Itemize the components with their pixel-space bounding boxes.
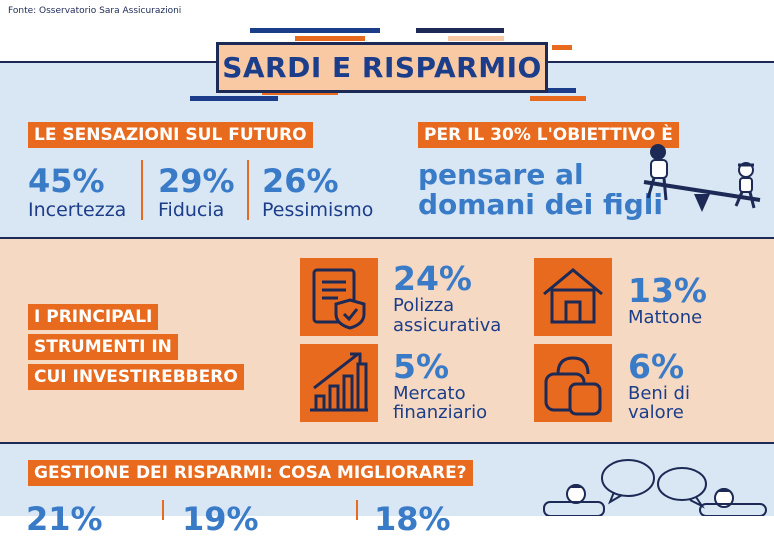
section-heading-savings: GESTIONE DEI RISPARMI: COSA MIGLIORARE? <box>28 460 473 486</box>
instrument-label: assicurativa <box>393 315 502 336</box>
seesaw-children-icon <box>643 144 761 212</box>
separator <box>141 160 143 220</box>
goal-phrase-line1: pensare al <box>418 158 584 191</box>
section-heading-instruments-3: CUI INVESTIREBBERO <box>28 364 244 390</box>
decor-stripe <box>540 88 576 93</box>
growth-chart-icon <box>300 344 378 422</box>
instrument-label: Mattone <box>628 307 703 328</box>
instrument-label: finanziario <box>393 402 488 423</box>
decor-stripe <box>295 36 365 41</box>
decor-stripe <box>416 28 504 33</box>
section-heading-goal: PER IL 30% L'OBIETTIVO È <box>418 122 679 148</box>
page-title: SARDI E RISPARMIO <box>216 42 548 93</box>
stat-percent-partial: 19% <box>182 500 259 538</box>
decor-stripe <box>250 28 380 33</box>
instrument-percent: 13% <box>628 271 707 310</box>
stat-percent-partial: 21% <box>26 500 103 538</box>
decor-stripe <box>552 45 572 50</box>
separator <box>162 500 164 520</box>
instrument-percent: 6% <box>628 347 685 386</box>
instrument-label: valore <box>628 402 684 423</box>
separator <box>247 160 249 220</box>
divider-bottom <box>0 442 774 444</box>
stat-percent: 26% <box>262 162 339 200</box>
stat-label: Incertezza <box>28 199 127 221</box>
bag-icon <box>534 344 612 422</box>
stat-percent: 45% <box>28 162 105 200</box>
insurance-document-icon <box>300 258 378 336</box>
separator <box>356 500 358 520</box>
conversation-people-icon <box>543 459 767 516</box>
instrument-percent: 5% <box>393 347 450 386</box>
goal-phrase-line2: domani dei figli <box>418 188 663 221</box>
decor-stripe <box>530 96 586 101</box>
section-heading-instruments-2: STRUMENTI IN <box>28 334 178 360</box>
stat-percent-partial: 18% <box>374 500 451 538</box>
instrument-label: Mercato <box>393 383 466 404</box>
source-note: Fonte: Osservatorio Sara Assicurazioni <box>8 6 182 16</box>
house-icon <box>534 258 612 336</box>
stat-label: Fiducia <box>158 199 225 221</box>
decor-stripe <box>190 96 278 101</box>
divider-mid <box>0 237 774 239</box>
stat-percent: 29% <box>158 162 235 200</box>
section-heading-instruments-1: I PRINCIPALI <box>28 304 159 330</box>
decor-stripe <box>448 36 504 41</box>
instrument-percent: 24% <box>393 259 472 298</box>
instrument-label: Polizza <box>393 295 455 316</box>
stat-label: Pessimismo <box>262 199 374 221</box>
section-heading-feelings: LE SENSAZIONI SUL FUTURO <box>28 122 313 148</box>
instrument-label: Beni di <box>628 383 690 404</box>
